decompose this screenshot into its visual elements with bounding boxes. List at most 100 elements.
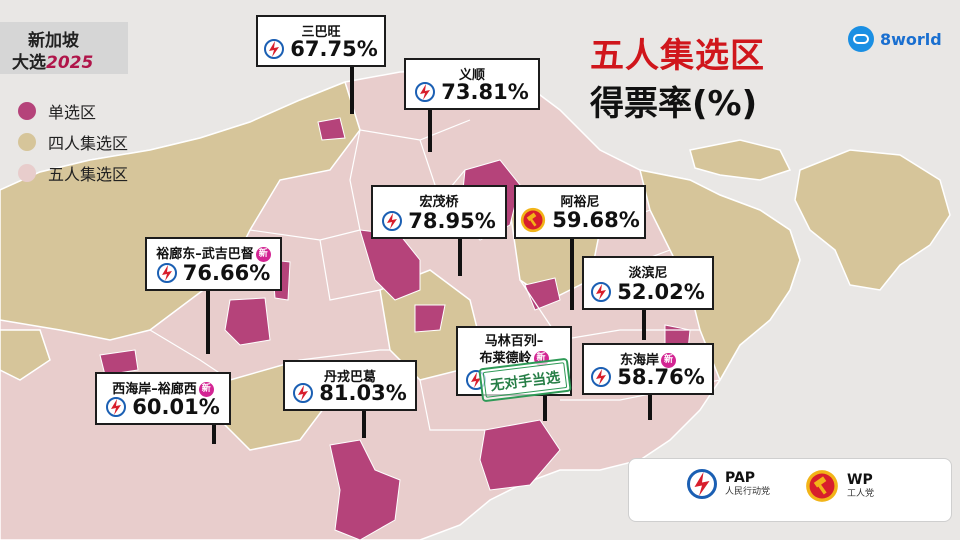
card-name: 阿裕尼 bbox=[560, 195, 600, 210]
result-card-aljunied: 阿裕尼 59.68% bbox=[514, 185, 646, 239]
pulau-tekong bbox=[794, 149, 951, 291]
walkover-text: 无对手当选 bbox=[489, 369, 561, 395]
card-result-row: 67.75% bbox=[258, 37, 384, 61]
pulau-ubin bbox=[689, 139, 792, 181]
card-name: 三巴旺 bbox=[301, 25, 341, 40]
wp-logo-icon bbox=[806, 470, 838, 502]
card-percentage: 60.01% bbox=[132, 395, 220, 419]
pap-logo-icon bbox=[415, 82, 436, 102]
card-result-row: 78.95% bbox=[373, 209, 505, 233]
pap-logo-icon bbox=[106, 397, 127, 417]
card-pointer bbox=[212, 424, 216, 444]
brand: 8world bbox=[848, 26, 942, 52]
legend-item-smc: 单选区 bbox=[18, 95, 128, 126]
pap-logo-icon bbox=[591, 367, 612, 387]
result-card-tampines: 淡滨尼 52.02% bbox=[582, 256, 714, 310]
smc-region bbox=[414, 304, 446, 333]
party-legend: PAP 人民行动党 WP 工人党 bbox=[628, 458, 952, 522]
grc4-region-west bbox=[0, 81, 361, 341]
result-card-sembawang: 三巴旺 67.75% bbox=[256, 15, 386, 67]
legend-swatch bbox=[18, 163, 36, 182]
card-percentage: 78.95% bbox=[408, 209, 496, 233]
smc-region bbox=[224, 297, 271, 346]
card-pointer bbox=[362, 410, 366, 438]
smc-region bbox=[317, 117, 346, 141]
card-pointer bbox=[543, 395, 547, 421]
card-name: 裕廊东–武吉巴督新 bbox=[147, 243, 280, 262]
tag-year: 2025 bbox=[46, 53, 94, 73]
card-percentage: 76.66% bbox=[182, 261, 271, 285]
party-abbr: PAP bbox=[725, 470, 756, 486]
card-name: 马林百列– bbox=[484, 334, 544, 349]
brand-name: 8world bbox=[880, 29, 942, 49]
party-name: 工人党 bbox=[847, 489, 875, 499]
result-card-tanjong-pagar: 丹戎巴葛 81.03% bbox=[283, 360, 417, 411]
card-pointer bbox=[206, 290, 210, 354]
8world-logo-icon bbox=[848, 26, 874, 52]
party-text: WP 工人党 bbox=[847, 472, 874, 500]
islet-west bbox=[0, 329, 51, 381]
wp-logo-icon bbox=[521, 207, 546, 233]
card-percentage: 58.76% bbox=[617, 365, 705, 389]
legend-label: 五人集选区 bbox=[48, 164, 129, 184]
pap-logo-icon bbox=[264, 39, 285, 59]
legend-label: 四人集选区 bbox=[48, 133, 129, 153]
pap-logo-icon bbox=[293, 383, 314, 403]
smc-region bbox=[524, 277, 561, 311]
pap-logo-icon bbox=[591, 282, 612, 302]
card-name-text: 西海岸–裕廊西 bbox=[112, 382, 197, 397]
card-result-row: 81.03% bbox=[285, 381, 415, 405]
new-badge: 新 bbox=[661, 353, 676, 368]
card-name: 丹戎巴葛 bbox=[323, 370, 376, 385]
party-text: PAP 人民行动党 bbox=[725, 470, 770, 498]
card-result-row: 59.68% bbox=[516, 207, 644, 233]
page-subtitle: 得票率(%) bbox=[590, 84, 758, 124]
card-name: 西海岸–裕廊西新 bbox=[97, 378, 229, 397]
card-name: 淡滨尼 bbox=[628, 266, 668, 281]
card-result-row: 52.02% bbox=[584, 280, 712, 304]
category-legend: 单选区 四人集选区 五人集选区 bbox=[18, 95, 128, 188]
legend-label: 单选区 bbox=[48, 102, 97, 122]
tag-election: 大选2025 bbox=[12, 48, 93, 73]
card-pointer bbox=[570, 238, 574, 310]
legend-swatch bbox=[18, 101, 36, 120]
page-title: 五人集选区 bbox=[590, 36, 765, 76]
party-name: 人民行动党 bbox=[725, 487, 771, 497]
result-card-jurong-east-bukit-batok: 裕廊东–武吉巴督新 76.66% bbox=[145, 237, 282, 291]
smc-region bbox=[479, 419, 561, 491]
card-result-row: 73.81% bbox=[406, 80, 538, 104]
pap-logo-icon bbox=[687, 469, 717, 499]
smc-region bbox=[99, 349, 139, 376]
result-card-east-coast: 东海岸新 58.76% bbox=[582, 343, 714, 395]
party-item-wp: WP 工人党 bbox=[805, 469, 874, 503]
card-name: 东海岸新 bbox=[584, 349, 712, 368]
legend-item-grc5: 五人集选区 bbox=[18, 157, 128, 188]
card-percentage: 73.81% bbox=[441, 80, 529, 104]
card-percentage: 67.75% bbox=[290, 37, 378, 61]
card-percentage: 81.03% bbox=[319, 381, 407, 405]
card-name-text: 布莱德岭 bbox=[479, 351, 532, 366]
card-name: 宏茂桥 bbox=[419, 195, 459, 210]
card-name-text: 东海岸 bbox=[619, 353, 659, 368]
tag-election-label: 大选 bbox=[12, 53, 46, 73]
new-badge: 新 bbox=[198, 382, 214, 397]
legend-swatch bbox=[18, 132, 36, 151]
card-pointer bbox=[428, 110, 432, 152]
result-card-west-coast-jurong-west: 西海岸–裕廊西新 60.01% bbox=[95, 372, 231, 425]
card-name: 义顺 bbox=[458, 68, 485, 83]
pap-logo-icon bbox=[382, 211, 403, 231]
pap-logo-icon bbox=[156, 263, 177, 283]
card-pointer bbox=[642, 308, 646, 340]
card-name-text: 裕廊东–武吉巴督 bbox=[156, 247, 254, 262]
smc-region bbox=[329, 439, 401, 540]
card-pointer bbox=[648, 394, 652, 420]
card-pointer bbox=[458, 238, 462, 276]
card-result-row: 76.66% bbox=[147, 261, 280, 285]
new-badge: 新 bbox=[255, 247, 271, 262]
card-result-row: 58.76% bbox=[584, 365, 712, 389]
card-result-row: 60.01% bbox=[97, 395, 229, 419]
party-item-pap: PAP 人民行动党 bbox=[687, 469, 770, 499]
legend-item-grc4: 四人集选区 bbox=[18, 126, 128, 157]
card-percentage: 59.68% bbox=[552, 208, 640, 232]
card-percentage: 52.02% bbox=[617, 280, 705, 304]
